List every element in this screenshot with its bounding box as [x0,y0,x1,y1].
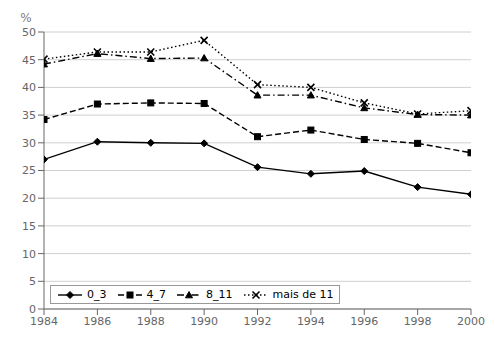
svg-text:35: 35 [22,109,36,122]
svg-text:20: 20 [22,192,36,205]
svg-text:2000: 2000 [457,315,485,328]
svg-text:1984: 1984 [30,315,58,328]
svg-text:1990: 1990 [190,315,218,328]
svg-text:%: % [20,11,31,25]
html-text:8_11: 8_11 [206,288,233,301]
svg-text:1992: 1992 [244,315,272,328]
svg-text:40: 40 [22,81,36,94]
svg-text:50: 50 [22,26,36,39]
html-text:mais de 11: mais de 11 [272,288,334,301]
svg-text:0: 0 [29,303,36,316]
svg-text:30: 30 [22,137,36,150]
svg-text:45: 45 [22,54,36,67]
svg-text:5: 5 [29,275,36,288]
svg-text:1994: 1994 [297,315,325,328]
svg-text:10: 10 [22,248,36,261]
svg-text:1988: 1988 [137,315,165,328]
svg-text:1986: 1986 [83,315,111,328]
html-text:0_3: 0_3 [87,288,107,301]
svg-text:25: 25 [22,164,36,177]
svg-text:15: 15 [22,220,36,233]
html-text:4_7: 4_7 [146,288,166,301]
svg-text:1998: 1998 [404,315,432,328]
svg-text:1996: 1996 [350,315,378,328]
